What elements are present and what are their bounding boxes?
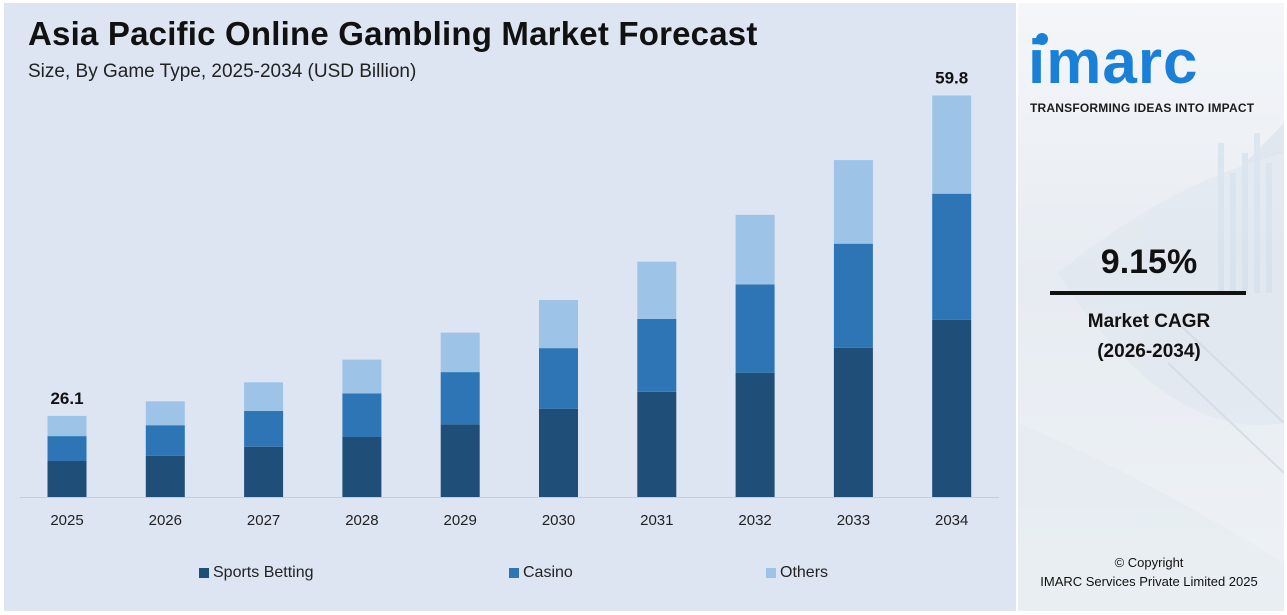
- bar-others-2025: [47, 415, 87, 437]
- legend-swatch-casino: [509, 568, 519, 578]
- bar-sports-betting-2026: [145, 455, 185, 497]
- bar-others-2032: [735, 214, 775, 285]
- legend-swatch-others: [766, 568, 776, 578]
- background-chart-illustration: [1018, 123, 1284, 611]
- imarc-logo: imarc: [1028, 28, 1278, 97]
- chart-legend: Sports Betting Casino Others: [4, 564, 1016, 586]
- chart-panel: Asia Pacific Online Gambling Market Fore…: [4, 3, 1016, 611]
- bar-sports-betting-2029: [440, 424, 480, 497]
- logo-dot: [1036, 33, 1048, 45]
- bar-others-2031: [637, 261, 677, 319]
- bar-others-2034: [932, 95, 972, 194]
- legend-item-others: Others: [766, 564, 828, 582]
- bar-others-2026: [145, 401, 185, 426]
- brand-tagline: TRANSFORMING IDEAS INTO IMPACT: [1030, 101, 1255, 115]
- bar-casino-2026: [145, 425, 185, 456]
- x-tick-label-2031: 2031: [640, 512, 673, 529]
- bar-sports-betting-2028: [342, 437, 382, 497]
- chart-title: Asia Pacific Online Gambling Market Fore…: [28, 15, 758, 52]
- bar-casino-2028: [342, 393, 382, 437]
- company-text: IMARC Services Private Limited 2025: [1040, 574, 1258, 589]
- x-tick-label-2028: 2028: [345, 512, 378, 529]
- legend-item-sports-betting: Sports Betting: [199, 564, 314, 582]
- legend-item-casino: Casino: [509, 564, 573, 582]
- bar-others-2028: [342, 359, 382, 394]
- bar-casino-2033: [833, 243, 873, 348]
- bar-sports-betting-2027: [244, 446, 284, 497]
- bar-others-2027: [244, 382, 284, 411]
- bar-sports-betting-2033: [833, 347, 873, 497]
- x-tick-label-2030: 2030: [542, 512, 575, 529]
- legend-label-sports-betting: Sports Betting: [213, 564, 314, 581]
- cagr-period: (2026-2034): [1097, 341, 1201, 362]
- logo-wordmark: imarc: [1028, 28, 1199, 97]
- legend-label-others: Others: [780, 564, 829, 581]
- bar-sports-betting-2034: [932, 319, 972, 497]
- x-tick-label-2034: 2034: [935, 512, 968, 529]
- bar-others-2030: [539, 300, 578, 349]
- bar-casino-2025: [47, 436, 87, 461]
- data-label-2034: 59.8: [935, 69, 968, 88]
- x-tick-label-2033: 2033: [837, 512, 870, 529]
- bar-others-2033: [833, 160, 873, 244]
- bar-sports-betting-2032: [735, 372, 775, 497]
- bar-sports-betting-2025: [47, 461, 87, 497]
- x-tick-label-2027: 2027: [247, 512, 280, 529]
- bar-sports-betting-2031: [637, 392, 677, 497]
- bar-casino-2030: [539, 348, 578, 409]
- x-tick-label-2026: 2026: [149, 512, 182, 529]
- bar-casino-2029: [440, 372, 480, 425]
- bar-casino-2027: [244, 410, 284, 447]
- cagr-value: 9.15%: [1100, 243, 1198, 281]
- legend-swatch-sports-betting: [199, 568, 209, 578]
- bar-casino-2031: [637, 318, 677, 392]
- data-label-2025: 26.1: [50, 389, 83, 408]
- side-panel: imarc TRANSFORMING IDEAS INTO IMPACT 9.1…: [1018, 3, 1284, 611]
- x-tick-label-2032: 2032: [738, 512, 771, 529]
- x-tick-label-2029: 2029: [444, 512, 477, 529]
- cagr-divider: [1050, 291, 1246, 295]
- bar-sports-betting-2030: [539, 408, 578, 497]
- chart-subtitle: Size, By Game Type, 2025-2034 (USD Billi…: [28, 61, 417, 82]
- bar-casino-2032: [735, 284, 775, 373]
- bar-others-2029: [440, 332, 480, 373]
- legend-label-casino: Casino: [523, 564, 573, 581]
- cagr-label: Market CAGR: [1087, 311, 1211, 332]
- copyright-text: © Copyright: [1114, 555, 1184, 570]
- x-tick-label-2025: 2025: [50, 512, 83, 529]
- bar-chart: 2025 26.1 2026 2027 2028 2029 2030 2031 2032 2033…: [20, 69, 999, 529]
- bar-casino-2034: [932, 193, 972, 320]
